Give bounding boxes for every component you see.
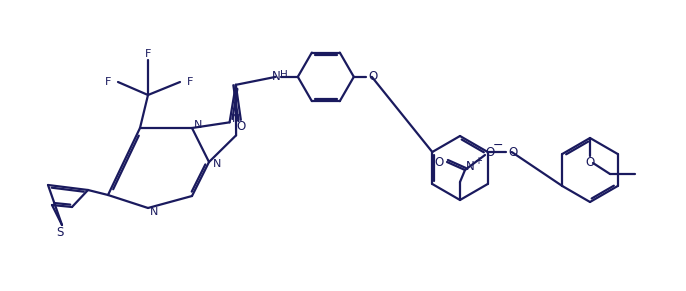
Text: +: + [474,156,482,166]
Text: O: O [236,120,246,133]
Text: O: O [368,70,377,83]
Text: F: F [145,49,151,59]
Text: S: S [56,226,64,239]
Text: F: F [105,77,111,87]
Text: −: − [493,139,504,152]
Text: F: F [187,77,193,87]
Text: O: O [585,157,595,169]
Text: H: H [280,70,287,80]
Text: O: O [508,146,517,159]
Text: N: N [194,120,202,130]
Text: O: O [434,155,444,168]
Text: N: N [150,207,158,217]
Text: N: N [272,70,280,83]
Text: O: O [486,146,495,159]
Text: N: N [466,161,475,173]
Text: N: N [231,114,240,124]
Text: N: N [213,159,221,169]
